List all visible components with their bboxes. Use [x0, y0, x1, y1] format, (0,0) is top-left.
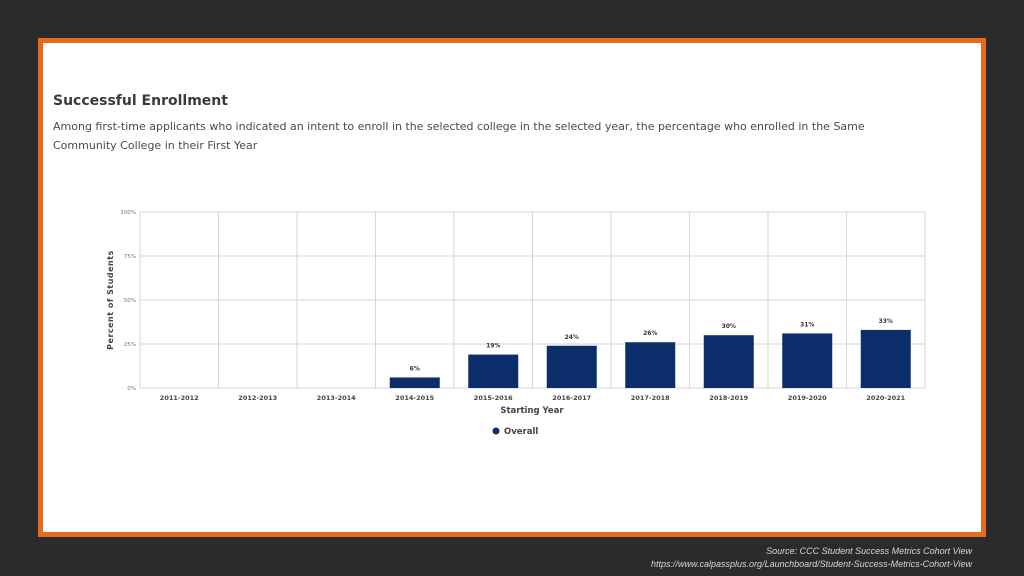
slide-frame — [38, 38, 986, 537]
bar-2014-2015[interactable] — [389, 377, 440, 388]
data-label: 30% — [722, 323, 736, 330]
bar-2020-2021[interactable] — [860, 329, 911, 388]
y-tick-label: 0% — [127, 386, 136, 392]
data-labels: 6% 19% 24% 26% 30% 31% 33% — [410, 318, 893, 373]
source-url[interactable]: https://www.calpassplus.org/Launchboard/… — [651, 559, 972, 569]
x-tick-label: 2019-2020 — [788, 394, 827, 402]
data-label: 19% — [486, 343, 500, 350]
source-line: Source: CCC Student Success Metrics Coho… — [766, 546, 972, 556]
legend[interactable]: Overall — [492, 427, 539, 437]
y-tick-label: 50% — [124, 298, 136, 304]
x-axis-ticks: 2011-2012 2012-2013 2013-2014 2014-2015 2015… — [160, 394, 906, 402]
data-label: 31% — [800, 321, 814, 328]
x-tick-label: 2014-2015 — [395, 394, 434, 402]
x-tick-label: 2017-2018 — [631, 394, 670, 402]
bar-2016-2017[interactable] — [546, 345, 597, 388]
bar-2018-2019[interactable] — [703, 335, 754, 388]
x-tick-label: 2020-2021 — [866, 394, 905, 402]
x-tick-label: 2015-2016 — [474, 394, 513, 402]
chart-title: Successful Enrollment — [53, 93, 228, 109]
legend-label-overall: Overall — [504, 427, 538, 437]
x-tick-label: 2011-2012 — [160, 394, 199, 402]
legend-marker-overall — [492, 427, 500, 435]
x-tick-label: 2018-2019 — [709, 394, 748, 402]
x-tick-label: 2013-2014 — [317, 394, 356, 402]
x-tick-label: 2012-2013 — [238, 394, 277, 402]
data-label: 6% — [410, 365, 420, 372]
data-label: 24% — [565, 334, 579, 341]
y-axis-label: Percent of Students — [106, 250, 115, 350]
bar-2019-2020[interactable] — [782, 333, 833, 388]
y-axis-ticks: 0% 25% 50% 75% 100% — [120, 210, 136, 392]
y-tick-label: 100% — [120, 210, 136, 216]
x-axis-label: Starting Year — [500, 406, 564, 416]
bar-2017-2018[interactable] — [625, 342, 676, 388]
y-tick-label: 25% — [124, 342, 136, 348]
chart-subtitle: Among first-time applicants who indicate… — [53, 120, 865, 152]
x-tick-label: 2016-2017 — [552, 394, 591, 402]
source-citation: Source: CCC Student Success Metrics Coho… — [651, 545, 972, 571]
data-label: 26% — [643, 330, 657, 337]
y-tick-label: 75% — [124, 254, 136, 260]
bar-2015-2016[interactable] — [468, 354, 519, 388]
bars — [389, 329, 911, 388]
data-label: 33% — [879, 318, 893, 325]
